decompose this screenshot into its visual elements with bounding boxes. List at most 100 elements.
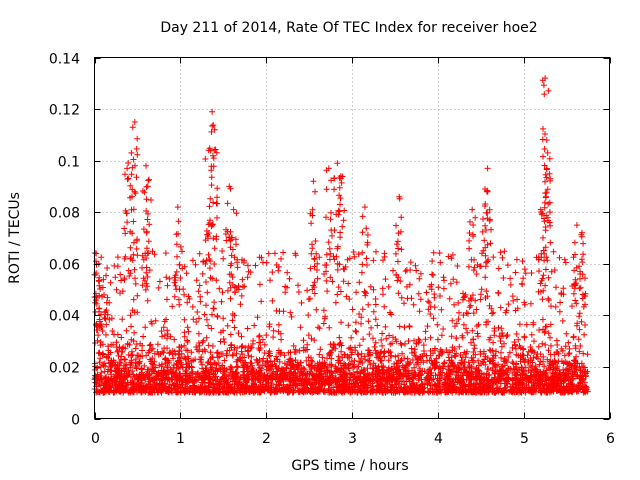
data-point — [144, 273, 151, 280]
data-point — [407, 383, 414, 390]
data-point — [463, 388, 470, 395]
data-point — [467, 387, 474, 394]
data-point — [177, 371, 184, 377]
data-point — [256, 339, 263, 346]
data-point — [122, 171, 128, 178]
data-point — [134, 292, 141, 299]
data-point — [413, 267, 420, 274]
data-point — [371, 343, 378, 350]
data-point — [580, 303, 587, 310]
data-point — [503, 380, 510, 387]
data-point — [136, 359, 143, 366]
data-point — [310, 178, 317, 185]
data-point — [210, 370, 217, 377]
data-point — [407, 389, 414, 396]
data-point — [540, 125, 546, 132]
data-point — [188, 358, 195, 365]
data-point — [337, 229, 344, 236]
data-point — [540, 384, 547, 390]
data-point — [340, 217, 347, 224]
data-point — [282, 289, 289, 296]
data-point — [557, 299, 564, 306]
data-point — [492, 389, 499, 396]
data-point — [150, 361, 157, 368]
data-point — [455, 364, 462, 371]
data-point — [193, 277, 200, 284]
data-point — [360, 336, 367, 343]
data-point — [97, 355, 104, 362]
data-point — [211, 299, 218, 306]
data-point — [201, 346, 208, 353]
data-point — [379, 342, 386, 349]
data-point — [295, 289, 302, 295]
data-point — [524, 376, 531, 383]
data-point — [340, 376, 347, 383]
data-point — [323, 277, 330, 284]
data-point — [545, 274, 552, 281]
data-point — [244, 373, 251, 380]
data-point — [527, 355, 534, 361]
data-point — [420, 348, 427, 354]
data-point — [363, 382, 370, 389]
data-point — [364, 262, 370, 268]
data-point — [474, 261, 481, 268]
data-point — [245, 268, 252, 275]
data-point — [344, 354, 351, 361]
data-point — [445, 366, 452, 373]
data-point — [577, 284, 584, 291]
data-point — [335, 284, 342, 291]
data-point — [210, 163, 217, 170]
data-point — [581, 364, 588, 371]
data-point — [552, 303, 559, 310]
data-point — [213, 277, 220, 284]
data-point — [337, 173, 344, 180]
data-point — [208, 182, 215, 189]
data-point — [308, 250, 315, 257]
data-point — [461, 349, 468, 356]
data-point — [217, 389, 223, 396]
data-point — [287, 355, 294, 362]
data-point — [209, 364, 216, 371]
data-point — [470, 222, 477, 228]
data-point — [378, 337, 385, 343]
data-point — [436, 364, 443, 370]
data-point — [553, 337, 560, 344]
data-point — [418, 357, 425, 364]
data-point — [197, 356, 203, 363]
data-point — [336, 334, 343, 341]
data-point — [176, 286, 183, 293]
data-point — [183, 270, 190, 277]
data-point — [227, 331, 234, 338]
data-point — [575, 336, 582, 343]
data-point — [109, 328, 116, 334]
data-point — [224, 200, 231, 207]
data-point — [359, 249, 366, 256]
data-point — [540, 287, 547, 294]
data-point — [385, 283, 392, 290]
data-point — [146, 221, 153, 228]
data-point — [545, 200, 552, 207]
data-point — [401, 324, 408, 331]
data-point — [539, 316, 546, 323]
data-point — [267, 389, 274, 396]
data-point — [474, 371, 481, 378]
data-point — [456, 343, 463, 350]
data-point — [548, 381, 555, 388]
data-point — [366, 347, 373, 354]
data-point — [97, 342, 104, 349]
data-point — [335, 211, 342, 218]
data-point — [538, 211, 545, 218]
data-point — [551, 373, 558, 380]
data-point — [122, 345, 129, 352]
data-point — [269, 297, 276, 304]
data-point — [480, 376, 487, 383]
data-point — [92, 293, 99, 300]
data-point — [183, 347, 189, 354]
data-point — [98, 369, 105, 376]
data-point — [171, 380, 178, 387]
data-point — [363, 225, 370, 232]
data-point — [212, 360, 219, 367]
data-point — [503, 357, 509, 364]
data-point — [427, 366, 434, 372]
data-point — [305, 354, 312, 361]
